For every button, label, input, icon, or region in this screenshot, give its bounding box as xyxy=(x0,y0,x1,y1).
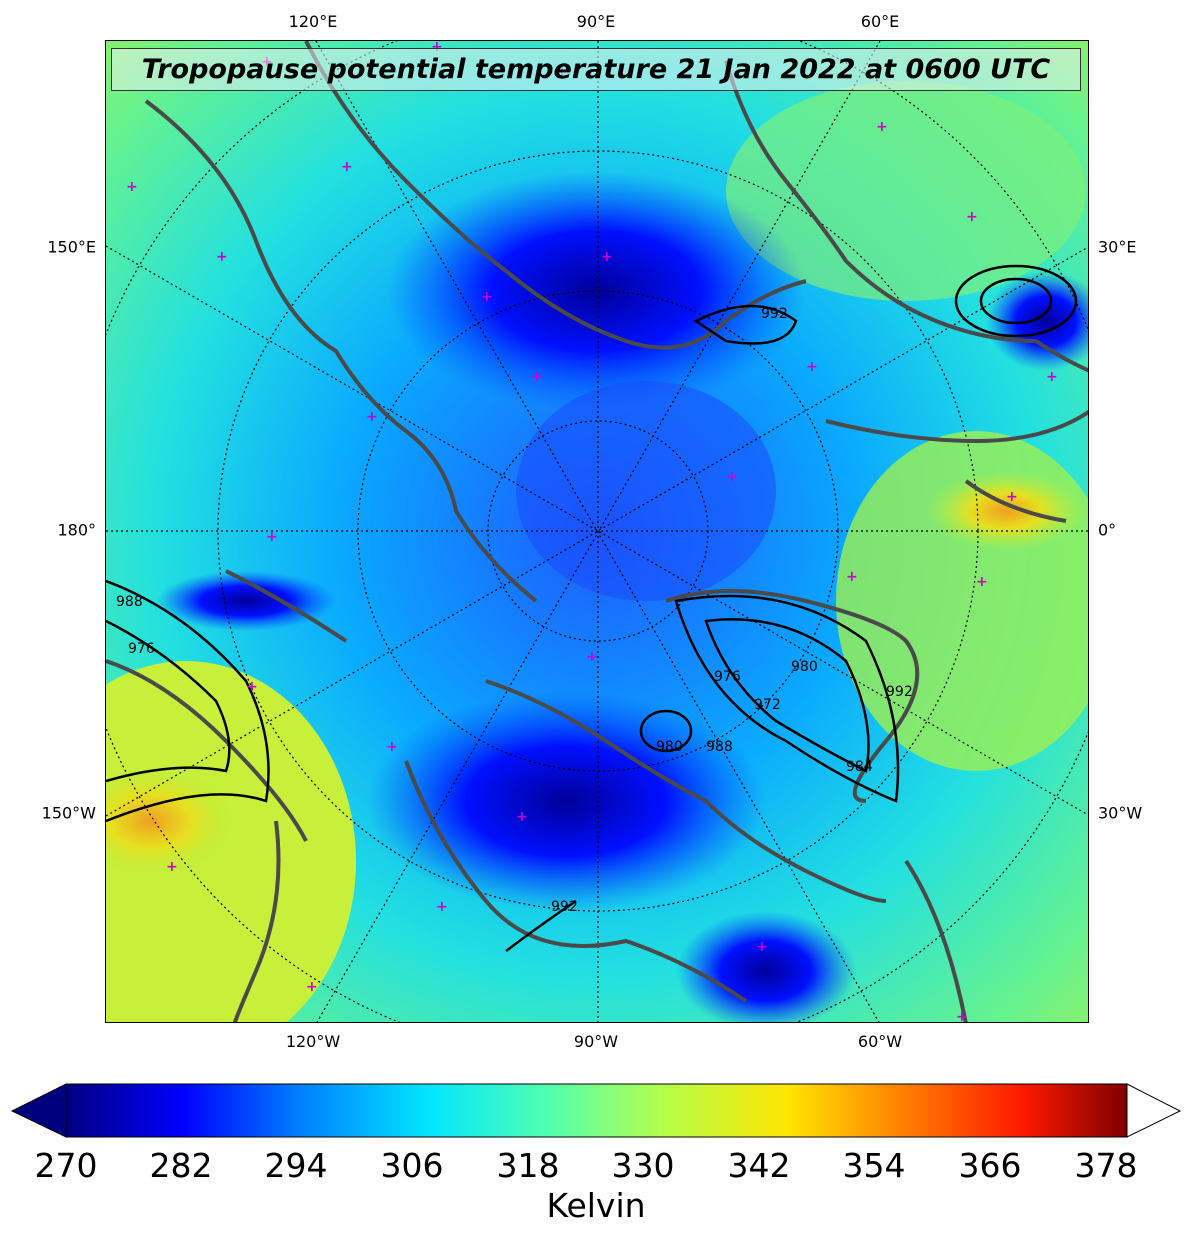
svg-text:+: + xyxy=(956,1009,968,1023)
contour-label: 992 xyxy=(761,306,788,322)
colorbar-tick: 282 xyxy=(149,1146,213,1185)
svg-text:+: + xyxy=(1006,489,1018,505)
colorbar-bar xyxy=(65,1083,1128,1138)
warm-core-sw xyxy=(106,761,241,881)
svg-text:+: + xyxy=(726,469,738,485)
colorbar-label: Kelvin xyxy=(546,1186,646,1225)
contour-label: 980 xyxy=(791,659,818,675)
colorbar-tick: 270 xyxy=(34,1146,98,1185)
svg-text:+: + xyxy=(246,679,258,695)
lon-label-left: 150°W xyxy=(41,803,96,823)
contour-labels: 992 988 976 976 980 992 972 980 988 984 … xyxy=(116,306,913,915)
coastlines xyxy=(106,41,1088,1022)
contour-label: 984 xyxy=(846,759,873,775)
map-panel: 992 988 976 976 980 992 972 980 988 984 … xyxy=(105,40,1089,1023)
lon-label-top: 60°E xyxy=(860,12,900,31)
cold-region-ne xyxy=(986,271,1088,371)
colorbar-tick: 318 xyxy=(496,1146,560,1185)
lon-label-right: 0° xyxy=(1098,520,1117,540)
lon-label-top: 90°E xyxy=(576,12,616,31)
svg-text:+: + xyxy=(976,574,988,590)
svg-text:+: + xyxy=(341,159,353,175)
contour-label: 988 xyxy=(116,594,143,610)
lon-label-top: 120°E xyxy=(288,12,338,31)
map-title-box: Tropopause potential temperature 21 Jan … xyxy=(111,48,1081,91)
colorbar-tick: 294 xyxy=(264,1146,328,1185)
warm-core-e xyxy=(926,471,1086,551)
lon-label-bottom: 60°W xyxy=(857,1032,903,1051)
contour-label: 992 xyxy=(551,899,578,915)
colorbar-tick: 354 xyxy=(842,1146,906,1185)
cold-region-n xyxy=(386,171,806,411)
svg-text:+: + xyxy=(966,209,978,225)
warm-region-ne xyxy=(726,81,1086,301)
svg-text:+: + xyxy=(386,739,398,755)
tropopause-theta-map: 992 988 976 976 980 992 972 980 988 984 … xyxy=(106,41,1088,1023)
colorbar xyxy=(0,1080,1192,1145)
svg-text:+: + xyxy=(306,979,318,995)
svg-text:+: + xyxy=(626,1019,638,1023)
colorbar-tick: 378 xyxy=(1074,1146,1138,1185)
svg-text:+: + xyxy=(166,859,178,875)
svg-text:+: + xyxy=(436,899,448,915)
graticule xyxy=(106,41,1088,1022)
svg-text:+: + xyxy=(126,179,138,195)
svg-text:+: + xyxy=(366,409,378,425)
cold-region-w xyxy=(156,571,336,631)
contour-label: 976 xyxy=(714,669,741,685)
contour-label: 976 xyxy=(128,641,155,657)
svg-text:+: + xyxy=(726,1019,738,1023)
lon-label-right: 30°W xyxy=(1098,803,1143,823)
svg-text:+: + xyxy=(876,119,888,135)
lon-label-left: 180° xyxy=(57,520,96,540)
lon-label-left: 150°E xyxy=(47,237,96,257)
cold-region-s xyxy=(366,691,766,911)
svg-text:+: + xyxy=(481,289,493,305)
colorbar-tick: 342 xyxy=(727,1146,791,1185)
svg-text:+: + xyxy=(531,369,543,385)
pressure-contours xyxy=(106,264,1078,953)
svg-text:+: + xyxy=(756,939,768,955)
cold-region-se xyxy=(676,911,856,1022)
svg-text:+: + xyxy=(601,249,613,265)
contour-label: 980 xyxy=(656,739,683,755)
colorbar-max-extend xyxy=(1126,1083,1182,1138)
svg-text:+: + xyxy=(806,359,818,375)
colorbar-tick: 366 xyxy=(958,1146,1022,1185)
colorbar-graphic xyxy=(10,1083,1182,1138)
colorbar-tick: 306 xyxy=(380,1146,444,1185)
svg-text:+: + xyxy=(1046,369,1058,385)
colorbar-tick: 330 xyxy=(611,1146,675,1185)
contour-label: 988 xyxy=(706,739,733,755)
map-title: Tropopause potential temperature 21 Jan … xyxy=(141,54,1051,85)
lon-label-bottom: 90°W xyxy=(573,1032,619,1051)
svg-text:+: + xyxy=(516,809,528,825)
colorbar-min-extend xyxy=(10,1083,67,1138)
cold-band-center xyxy=(516,381,776,601)
svg-text:+: + xyxy=(266,529,278,545)
svg-text:+: + xyxy=(216,249,228,265)
lon-label-bottom: 120°W xyxy=(285,1032,341,1051)
lon-label-right: 30°E xyxy=(1098,237,1137,257)
contour-label: 992 xyxy=(886,684,913,700)
contour-label: 972 xyxy=(754,697,781,713)
svg-text:+: + xyxy=(586,649,598,665)
svg-text:+: + xyxy=(846,569,858,585)
